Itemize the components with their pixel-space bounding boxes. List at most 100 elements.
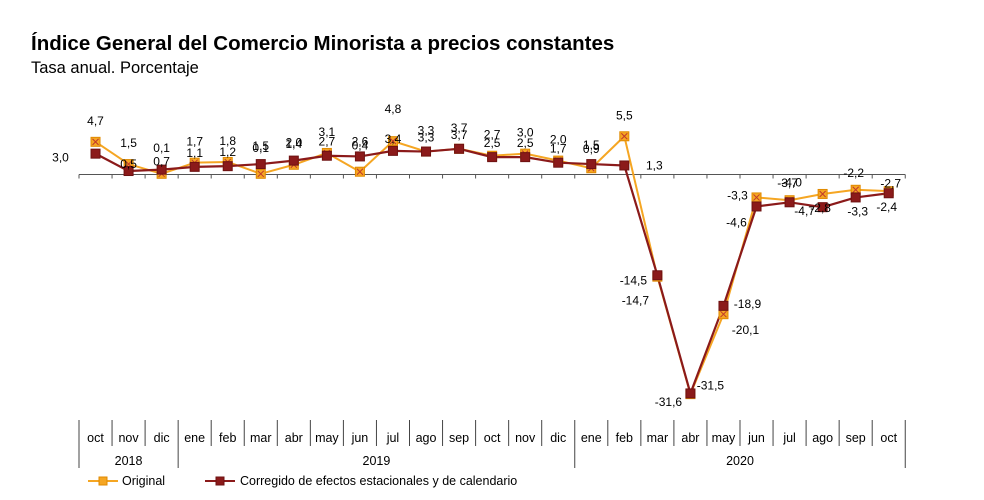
series-line-corregido [95,147,889,395]
legend-marker-corregido [215,476,225,486]
data-point-original-mark [852,186,860,194]
chart-subtitle: Tasa anual. Porcentaje [31,59,199,77]
category-label: ene [581,431,602,445]
data-label-corregido: 3,3 [418,131,435,145]
data-label-original: 5,5 [616,108,633,122]
data-point-corregido [652,270,663,281]
data-label-corregido: -4,6 [726,215,747,229]
data-label-original: 4,7 [87,114,104,128]
data-point-original-mark [257,170,265,178]
data-label-original: 1,4 [285,137,302,151]
data-label-corregido: 2,5 [517,136,534,150]
data-label-corregido: 2,7 [319,135,336,149]
year-group-label: 2018 [115,454,143,468]
data-point-corregido [487,152,498,163]
category-label: ene [184,431,205,445]
data-label-corregido: 1,1 [186,146,203,160]
data-point-corregido [883,188,894,199]
category-label: sep [449,431,469,445]
data-point-corregido [156,164,167,175]
data-label-corregido: 0,7 [153,155,170,169]
data-label-original: 3,7 [451,121,468,135]
data-point-corregido [90,148,101,159]
data-point-corregido [784,197,795,208]
category-label: jul [782,431,796,445]
legend-label-original: Original [122,474,165,488]
data-label-corregido: 1,2 [219,145,236,159]
data-point-corregido [189,161,200,172]
data-label-corregido: -4,7 [794,204,815,218]
data-point-corregido [520,152,531,163]
data-label-corregido: 1,5 [583,138,600,152]
category-label: ago [812,431,833,445]
data-point-corregido [850,192,861,203]
data-point-original-mark [356,168,364,176]
data-label-corregido: 0,5 [120,157,137,171]
data-label-original: 0,9 [583,142,600,156]
data-point-corregido [421,146,432,157]
data-point-corregido [321,150,332,161]
data-label-original: -2,4 [876,200,897,214]
data-label-corregido: 1,7 [550,142,567,156]
legend-marker-original [98,476,108,486]
category-label: jun [747,431,765,445]
data-label-original: 2,0 [550,133,567,147]
data-point-corregido [255,159,266,170]
data-point-corregido [817,202,828,213]
category-label: may [315,431,339,445]
data-label-corregido: -4,0 [781,175,802,189]
data-label-original: 0,4 [352,139,369,153]
data-point-original-mark [620,132,628,140]
category-label: nov [118,431,139,445]
data-point-corregido [354,151,365,162]
data-label-corregido: -14,5 [620,273,648,287]
data-point-corregido [619,160,630,171]
data-label-corregido: 1,5 [252,139,269,153]
data-label-corregido: -2,7 [880,176,901,190]
data-label-original: -31,6 [655,395,683,409]
data-point-original-mark [753,194,760,201]
data-label-original: 0,1 [153,141,170,155]
data-point-corregido [288,155,299,166]
data-point-original-mark [720,310,727,318]
category-label: dic [154,431,170,445]
legend-label-corregido: Corregido de efectos estacionales y de c… [240,474,517,488]
data-label-original: 1,7 [186,135,203,149]
year-group-label: 2019 [363,454,391,468]
data-label-corregido: 2,6 [352,134,369,148]
data-label-original: 1,5 [120,136,137,150]
data-label-original: 2,7 [484,128,501,142]
category-label: jun [351,431,369,445]
data-label-original: -3,3 [727,188,748,202]
data-label-original: 3,0 [517,126,534,140]
data-point-corregido [586,159,597,170]
data-label-original: -14,7 [622,294,650,308]
category-label: feb [616,431,633,445]
data-point-corregido [222,161,233,172]
category-label: abr [681,431,699,445]
category-label: mar [250,431,272,445]
data-label-original: -2,2 [843,166,864,180]
data-label-corregido: 3,7 [451,128,468,142]
data-label-original: 3,3 [418,124,435,138]
data-point-corregido [553,157,564,168]
category-label: jul [386,431,400,445]
data-label-original: -20,1 [732,323,760,337]
category-label: oct [880,431,897,445]
data-label-original: -3,7 [777,176,798,190]
year-group-label: 2020 [726,454,754,468]
category-label: oct [87,431,104,445]
category-label: feb [219,431,236,445]
category-label: mar [647,431,669,445]
data-point-corregido [454,143,465,154]
data-point-corregido [718,300,729,311]
data-label-corregido: 2,5 [484,136,501,150]
data-label-original: 0,1 [252,141,269,155]
data-point-original-mark [819,190,826,198]
data-point-original-mark [389,137,397,145]
category-label: ago [416,431,437,445]
data-label-original: 4,8 [385,102,402,116]
data-label-original: 3,1 [319,125,336,139]
data-point-corregido [751,201,762,212]
